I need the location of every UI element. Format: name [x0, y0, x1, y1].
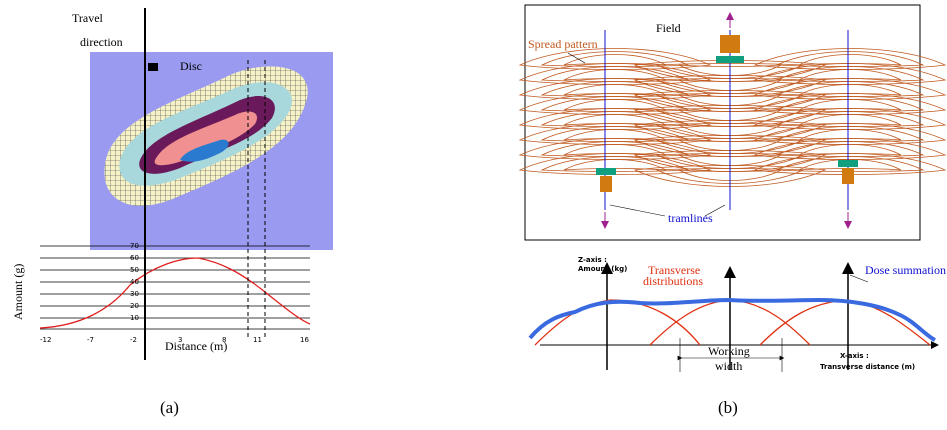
tramlines-label: tramlines — [668, 211, 713, 225]
spread-contour — [798, 144, 902, 156]
spread-contour — [540, 111, 690, 127]
tractor — [716, 35, 744, 63]
y-tick-label: 60 — [130, 254, 139, 262]
x-axis-label: Transverse distance (m) — [820, 363, 915, 371]
x-axis-label: X-axis : — [840, 352, 869, 360]
spread-contour — [563, 69, 667, 81]
x-label: Distance (m) — [165, 339, 227, 353]
tractor — [838, 160, 858, 184]
dose-label: Dose summation — [865, 263, 946, 277]
spread-contour — [775, 66, 925, 82]
spread-contour — [775, 126, 925, 142]
spread-contour — [798, 159, 902, 171]
y-tick-label: 70 — [130, 242, 139, 250]
spread-contour — [798, 129, 902, 141]
spread-contour — [798, 69, 902, 81]
spread-contour — [540, 141, 690, 157]
transverse-label: Transverse — [648, 263, 700, 277]
spread-contour — [540, 156, 690, 172]
caption: (b) — [718, 398, 738, 417]
x-tick-label: -7 — [87, 336, 94, 344]
spread-contour — [563, 54, 667, 66]
x-tick-label: -2 — [130, 336, 137, 344]
spread-contour — [563, 99, 667, 111]
z-axis-label: Amount (kg) — [578, 265, 627, 273]
spread-contour — [540, 81, 690, 97]
y-tick-label: 40 — [130, 278, 139, 286]
tractor — [596, 168, 616, 192]
spread-contour — [798, 99, 902, 111]
caption: (a) — [160, 398, 179, 417]
spread-contour — [540, 126, 690, 142]
disc-label: Disc — [180, 59, 202, 73]
panel-a: Disc Travel direction Amount (g) 70 60 50 4… — [11, 8, 333, 417]
spread-contour — [775, 96, 925, 112]
spread-contour — [540, 66, 690, 82]
y-tick-label: 50 — [130, 266, 139, 274]
spread-contour — [775, 51, 925, 67]
spread-contour — [540, 96, 690, 112]
y-tick-label: 20 — [130, 302, 139, 310]
working-label: width — [715, 359, 742, 373]
z-axis-label: Z-axis : — [578, 256, 607, 264]
distribution-curve — [39, 257, 311, 329]
spread-contour — [775, 141, 925, 157]
spread-contour — [563, 84, 667, 96]
travel-label: Travel — [72, 11, 104, 25]
field-label: Field — [656, 21, 681, 35]
x-tick-label: -12 — [40, 336, 51, 344]
spread-label: Spread pattern — [528, 37, 598, 51]
y-label: Amount (g) — [11, 264, 25, 320]
x-tick-label: 8 — [222, 336, 226, 344]
disc-icon — [148, 63, 158, 71]
working-label: Working — [708, 344, 750, 358]
pattern — [104, 66, 308, 206]
x-tick-label: 11 — [253, 336, 262, 344]
spread-contour — [775, 156, 925, 172]
transverse-label: distributions — [643, 274, 703, 288]
spread-contour — [775, 111, 925, 127]
y-tick-label: 10 — [130, 314, 139, 322]
travel-label: direction — [80, 35, 123, 49]
spread-contour — [798, 54, 902, 66]
x-tick-label: 16 — [300, 336, 309, 344]
spread-contour — [518, 153, 712, 175]
grid-lines — [40, 245, 310, 330]
spread-contour — [798, 84, 902, 96]
spread-contour — [563, 144, 667, 156]
spread-contour — [775, 81, 925, 97]
panel-b: Field Spread pattern tramlines Z-axis : … — [518, 4, 947, 417]
spread-contour — [633, 165, 827, 187]
spread-contour — [563, 159, 667, 171]
spread-contour — [563, 114, 667, 126]
spread-contour — [798, 114, 902, 126]
spread-contour — [753, 153, 947, 175]
spread-contour — [563, 129, 667, 141]
spread-patterns — [518, 48, 947, 187]
y-tick-label: 30 — [130, 290, 139, 298]
x-tick-label: 3 — [178, 336, 182, 344]
spread-contour — [540, 51, 690, 67]
dose-curve — [528, 297, 936, 342]
